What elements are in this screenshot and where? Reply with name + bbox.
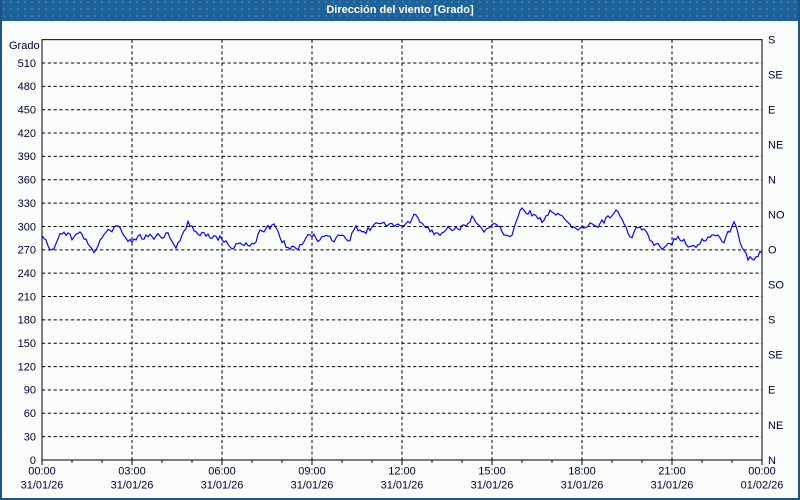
svg-text:SO: SO bbox=[768, 280, 784, 292]
svg-text:N: N bbox=[768, 175, 776, 187]
svg-text:31/01/26: 31/01/26 bbox=[291, 480, 334, 492]
svg-text:31/01/26: 31/01/26 bbox=[21, 480, 64, 492]
svg-text:09:00: 09:00 bbox=[298, 466, 326, 478]
svg-text:NE: NE bbox=[768, 420, 783, 432]
svg-text:330: 330 bbox=[18, 198, 36, 210]
svg-text:Grado: Grado bbox=[9, 40, 40, 52]
svg-text:90: 90 bbox=[24, 385, 36, 397]
svg-text:S: S bbox=[768, 315, 775, 327]
svg-text:O: O bbox=[768, 245, 777, 257]
svg-text:30: 30 bbox=[24, 431, 36, 443]
svg-text:E: E bbox=[768, 385, 775, 397]
svg-text:SE: SE bbox=[768, 69, 783, 81]
svg-text:E: E bbox=[768, 105, 775, 117]
svg-text:SE: SE bbox=[768, 350, 783, 362]
svg-text:420: 420 bbox=[18, 128, 36, 140]
svg-text:60: 60 bbox=[24, 408, 36, 420]
svg-text:00:00: 00:00 bbox=[748, 466, 776, 478]
svg-text:06:00: 06:00 bbox=[208, 466, 236, 478]
svg-text:NE: NE bbox=[768, 140, 783, 152]
svg-text:480: 480 bbox=[18, 81, 36, 93]
svg-text:31/01/26: 31/01/26 bbox=[201, 480, 244, 492]
svg-text:00:00: 00:00 bbox=[28, 466, 56, 478]
svg-text:390: 390 bbox=[18, 151, 36, 163]
svg-text:300: 300 bbox=[18, 221, 36, 233]
svg-text:18:00: 18:00 bbox=[568, 466, 596, 478]
svg-text:31/01/26: 31/01/26 bbox=[111, 480, 154, 492]
svg-text:150: 150 bbox=[18, 338, 36, 350]
svg-text:31/01/26: 31/01/26 bbox=[561, 480, 604, 492]
svg-text:S: S bbox=[768, 34, 775, 46]
svg-text:21:00: 21:00 bbox=[658, 466, 686, 478]
svg-text:510: 510 bbox=[18, 58, 36, 70]
svg-text:270: 270 bbox=[18, 245, 36, 257]
svg-text:240: 240 bbox=[18, 268, 36, 280]
svg-text:120: 120 bbox=[18, 361, 36, 373]
svg-text:12:00: 12:00 bbox=[388, 466, 416, 478]
svg-text:450: 450 bbox=[18, 105, 36, 117]
svg-text:31/01/26: 31/01/26 bbox=[381, 480, 424, 492]
svg-text:180: 180 bbox=[18, 315, 36, 327]
svg-text:03:00: 03:00 bbox=[118, 466, 146, 478]
svg-text:210: 210 bbox=[18, 291, 36, 303]
svg-text:NO: NO bbox=[768, 210, 785, 222]
svg-text:31/01/26: 31/01/26 bbox=[471, 480, 514, 492]
svg-text:01/02/26: 01/02/26 bbox=[741, 480, 784, 492]
svg-text:31/01/26: 31/01/26 bbox=[651, 480, 694, 492]
svg-text:15:00: 15:00 bbox=[478, 466, 506, 478]
svg-text:360: 360 bbox=[18, 175, 36, 187]
